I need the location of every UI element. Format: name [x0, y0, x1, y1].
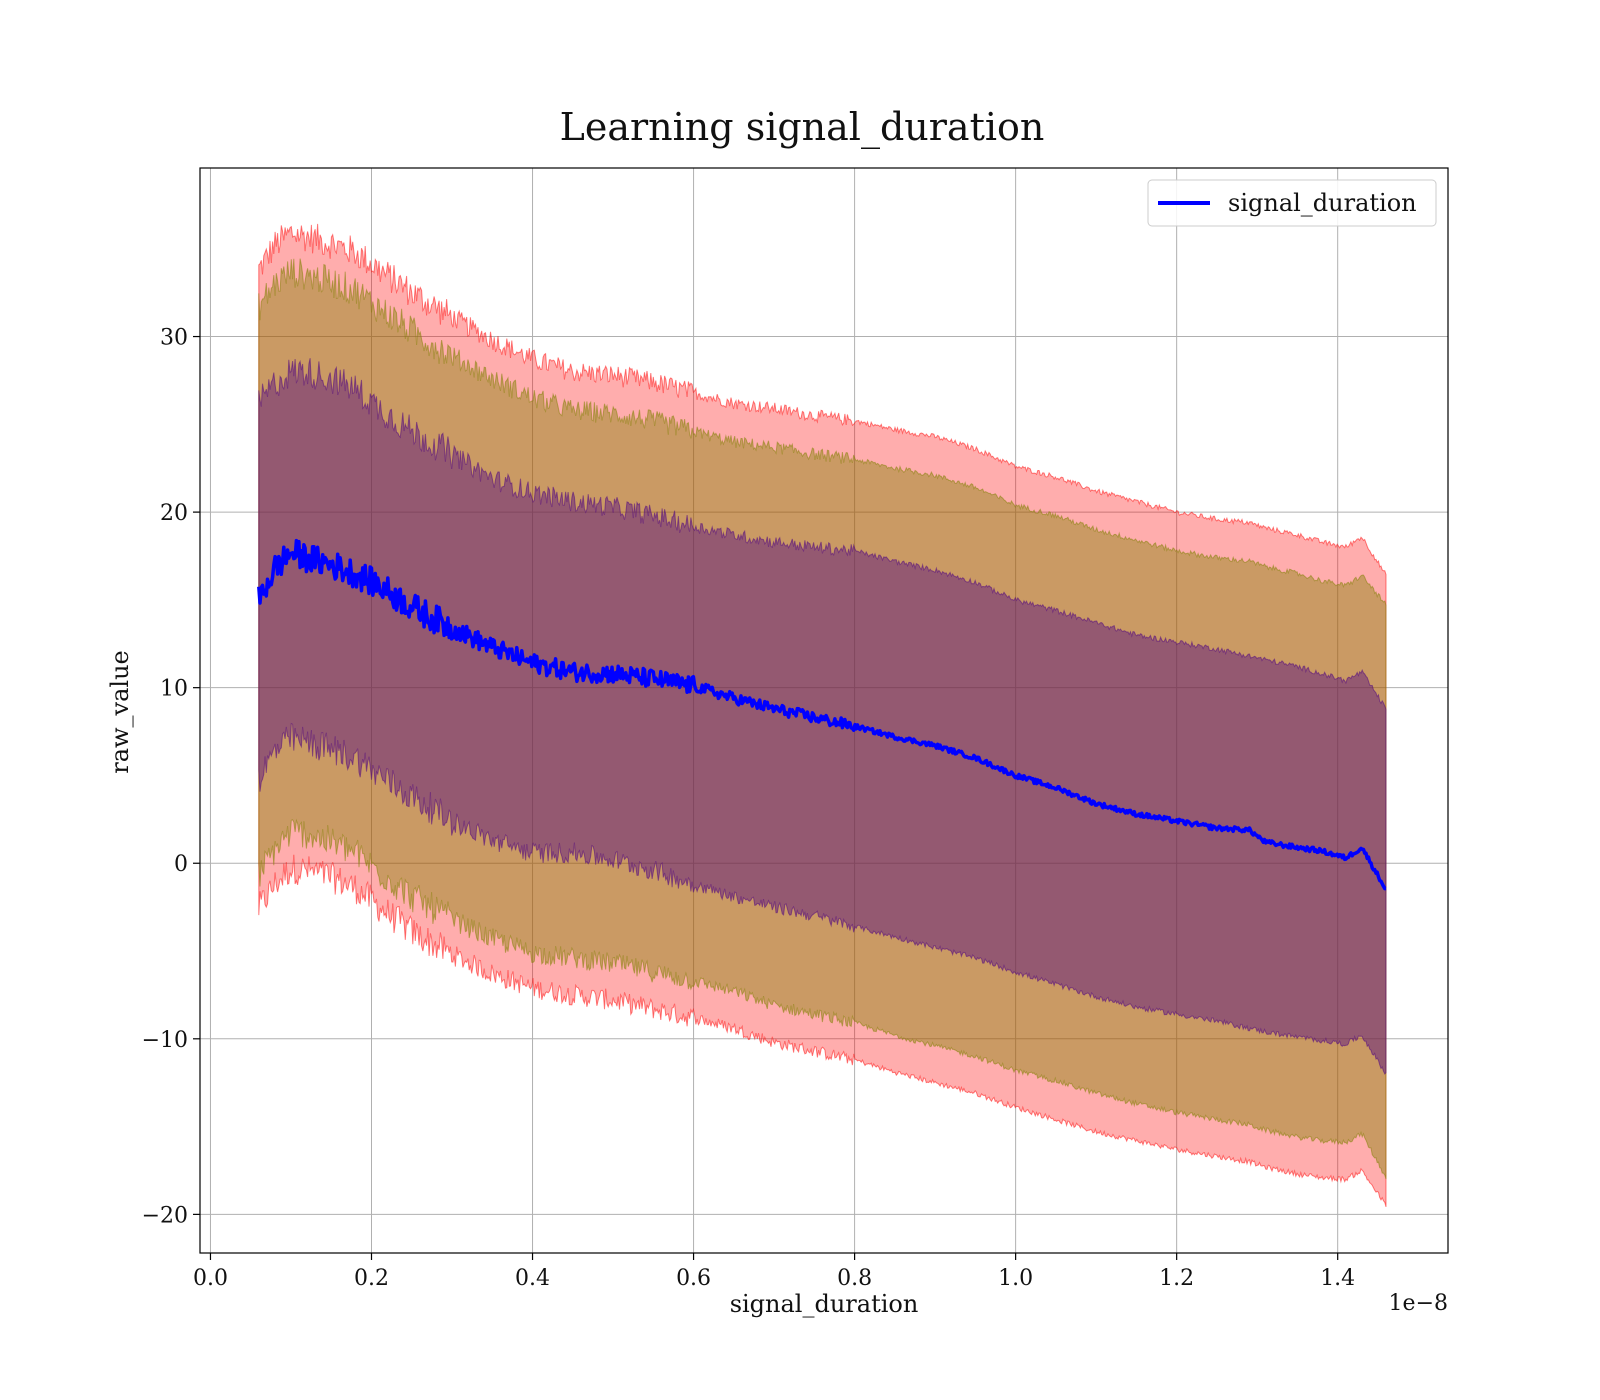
- x-tick-label: 1.4: [1320, 1266, 1355, 1291]
- x-tick-label: 0.8: [837, 1266, 872, 1291]
- x-tick-label: 1.2: [1159, 1266, 1194, 1291]
- y-axis-label: raw_value: [106, 650, 134, 774]
- plot-frame: [199, 167, 1449, 1254]
- y-tick-label: 20: [160, 501, 188, 526]
- x-tick-label: 0.0: [193, 1266, 228, 1291]
- y-tick-label: −10: [142, 1028, 188, 1053]
- y-tick-label: 10: [160, 677, 188, 702]
- plot-area: [200, 168, 1448, 1253]
- y-tick-label: −20: [142, 1203, 188, 1228]
- legend-entry-label: signal_duration: [1228, 189, 1417, 217]
- x-tick-label: 0.6: [676, 1266, 711, 1291]
- x-tick-label: 0.2: [354, 1266, 389, 1291]
- x-axis-offset-text: 1e−8: [1389, 1291, 1448, 1316]
- grid: [200, 168, 1448, 1253]
- y-tick-label: 0: [174, 852, 188, 877]
- legend-box: [1147, 179, 1437, 227]
- y-tick-label: 30: [160, 326, 188, 351]
- y-axis-ticks: −20 −10 0 10 20 30: [142, 326, 200, 1228]
- x-axis-ticks: 0.0 0.2 0.4 0.6 0.8 1.0 1.2 1.4: [193, 1253, 1355, 1291]
- chart-title: Learning signal_duration: [560, 105, 1045, 150]
- x-axis-label: signal_duration: [730, 1290, 919, 1318]
- x-tick-label: 0.4: [515, 1266, 550, 1291]
- series-lines: [257, 538, 1387, 891]
- x-tick-label: 1.0: [998, 1266, 1033, 1291]
- legend: signal_duration: [1147, 179, 1437, 227]
- series-line-signal-duration: [257, 538, 1387, 891]
